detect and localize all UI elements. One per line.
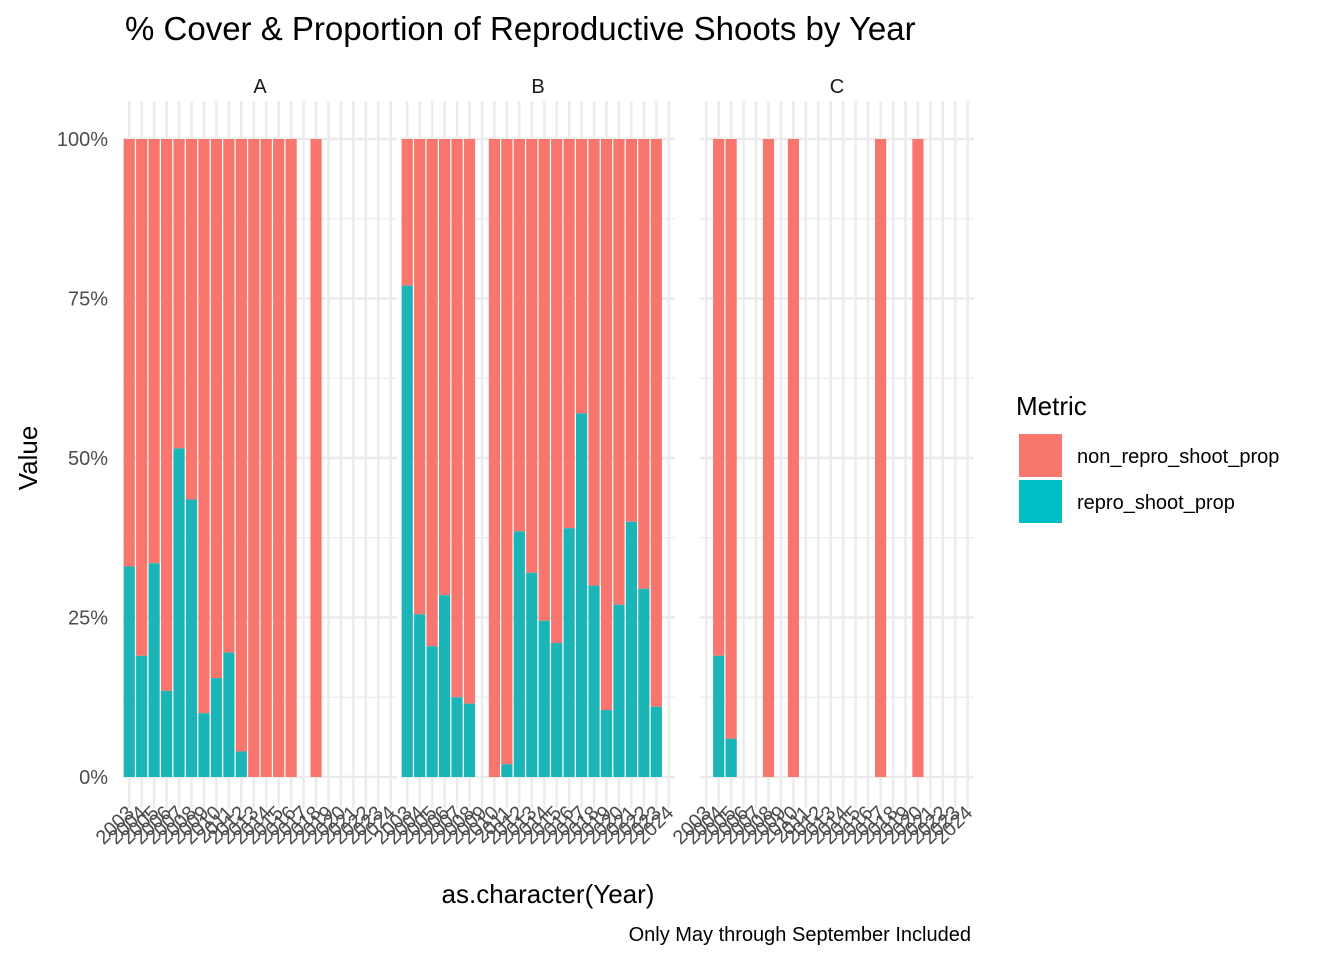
panel-strip-label: B xyxy=(531,76,544,98)
y-tick-label: 50% xyxy=(68,448,108,470)
bar-non-repro-shoot-prop xyxy=(538,139,550,621)
bar-repro-shoot-prop xyxy=(551,643,563,777)
bar-non-repro-shoot-prop xyxy=(513,139,525,532)
bar-non-repro-shoot-prop xyxy=(787,139,800,777)
bar-repro-shoot-prop xyxy=(401,285,413,777)
bar-repro-shoot-prop xyxy=(575,413,588,777)
bar-non-repro-shoot-prop xyxy=(438,139,451,596)
bar-repro-shoot-prop xyxy=(725,738,737,777)
bar-non-repro-shoot-prop xyxy=(501,139,513,765)
bar-non-repro-shoot-prop xyxy=(173,139,185,449)
caption: Only May through September Included xyxy=(629,924,971,946)
legend-entry-label: non_repro_shoot_prop xyxy=(1077,446,1279,468)
x-axis-label: as.character(Year) xyxy=(442,879,655,909)
bar-non-repro-shoot-prop xyxy=(185,139,198,500)
bar-non-repro-shoot-prop xyxy=(650,139,662,707)
bar-repro-shoot-prop xyxy=(451,697,463,777)
bar-non-repro-shoot-prop xyxy=(912,139,924,777)
bar-repro-shoot-prop xyxy=(148,563,160,777)
bar-non-repro-shoot-prop xyxy=(600,139,613,711)
bar-non-repro-shoot-prop xyxy=(310,139,322,777)
y-axis-label: Value xyxy=(13,426,43,491)
bar-non-repro-shoot-prop xyxy=(588,139,600,586)
panel-c: C200320042005200620072008200920102011201… xyxy=(669,76,978,849)
bar-repro-shoot-prop xyxy=(414,614,426,777)
bar-repro-shoot-prop xyxy=(235,751,247,777)
y-tick-label: 75% xyxy=(68,289,108,311)
bar-repro-shoot-prop xyxy=(588,585,600,777)
bar-non-repro-shoot-prop xyxy=(563,139,575,529)
bar-non-repro-shoot-prop xyxy=(426,139,438,647)
chart-title: % Cover & Proportion of Reproductive Sho… xyxy=(125,10,916,47)
bar-repro-shoot-prop xyxy=(600,710,613,777)
legend-title: Metric xyxy=(1016,391,1087,421)
bar-non-repro-shoot-prop xyxy=(575,139,588,414)
bar-repro-shoot-prop xyxy=(438,595,451,777)
bar-non-repro-shoot-prop xyxy=(123,139,135,567)
bar-non-repro-shoot-prop xyxy=(725,139,737,739)
bar-repro-shoot-prop xyxy=(210,678,223,777)
bar-non-repro-shoot-prop xyxy=(625,139,638,522)
bar-non-repro-shoot-prop xyxy=(613,139,625,605)
bar-repro-shoot-prop xyxy=(223,652,235,777)
bar-non-repro-shoot-prop xyxy=(874,139,887,777)
bar-non-repro-shoot-prop xyxy=(223,139,235,653)
bar-non-repro-shoot-prop xyxy=(198,139,210,714)
legend: Metric non_repro_shoot_prop repro_shoot_p… xyxy=(1016,391,1279,523)
y-tick-label: 25% xyxy=(68,608,108,630)
bar-non-repro-shoot-prop xyxy=(401,139,413,286)
bar-non-repro-shoot-prop xyxy=(414,139,426,615)
bar-repro-shoot-prop xyxy=(638,588,650,777)
bar-repro-shoot-prop xyxy=(160,690,173,777)
legend-swatch xyxy=(1019,434,1062,477)
bar-repro-shoot-prop xyxy=(426,646,438,777)
bar-repro-shoot-prop xyxy=(198,713,210,777)
y-tick-label: 0% xyxy=(79,767,108,789)
y-tick-label: 100% xyxy=(57,129,108,151)
bar-non-repro-shoot-prop xyxy=(451,139,463,698)
panel-b: B200320042005200620072008200920102011201… xyxy=(370,76,679,849)
bar-non-repro-shoot-prop xyxy=(273,139,285,777)
panels: A200320042005200620072008200920102011201… xyxy=(92,76,978,849)
bar-non-repro-shoot-prop xyxy=(551,139,563,644)
bar-non-repro-shoot-prop xyxy=(248,139,260,777)
bar-non-repro-shoot-prop xyxy=(488,139,501,777)
panel-strip-label: A xyxy=(253,76,267,98)
bar-repro-shoot-prop xyxy=(173,448,185,777)
bar-non-repro-shoot-prop xyxy=(638,139,650,589)
bar-repro-shoot-prop xyxy=(713,655,725,777)
y-axis: 0% 25% 50% 75% 100% xyxy=(57,129,108,789)
bar-repro-shoot-prop xyxy=(563,528,575,777)
bar-repro-shoot-prop xyxy=(526,572,538,777)
bar-non-repro-shoot-prop xyxy=(260,139,272,777)
bar-repro-shoot-prop xyxy=(136,655,148,777)
bar-non-repro-shoot-prop xyxy=(136,139,148,656)
bar-non-repro-shoot-prop xyxy=(210,139,223,679)
bar-repro-shoot-prop xyxy=(185,499,198,777)
bar-non-repro-shoot-prop xyxy=(235,139,247,752)
bar-non-repro-shoot-prop xyxy=(285,139,297,777)
bar-repro-shoot-prop xyxy=(650,706,662,777)
panel-a: A200320042005200620072008200920102011201… xyxy=(92,76,401,849)
bar-non-repro-shoot-prop xyxy=(148,139,160,564)
bar-non-repro-shoot-prop xyxy=(762,139,775,777)
bar-non-repro-shoot-prop xyxy=(713,139,725,656)
bar-repro-shoot-prop xyxy=(538,620,550,777)
bar-non-repro-shoot-prop xyxy=(526,139,538,573)
bar-repro-shoot-prop xyxy=(513,531,525,777)
bar-non-repro-shoot-prop xyxy=(463,139,476,704)
legend-entry-label: repro_shoot_prop xyxy=(1077,492,1235,514)
bar-repro-shoot-prop xyxy=(613,604,625,777)
legend-swatch xyxy=(1019,480,1062,523)
bar-repro-shoot-prop xyxy=(625,521,638,777)
bar-repro-shoot-prop xyxy=(463,703,476,777)
bar-repro-shoot-prop xyxy=(123,566,135,777)
bar-non-repro-shoot-prop xyxy=(160,139,173,691)
panel-strip-label: C xyxy=(830,76,844,98)
bar-repro-shoot-prop xyxy=(501,764,513,777)
